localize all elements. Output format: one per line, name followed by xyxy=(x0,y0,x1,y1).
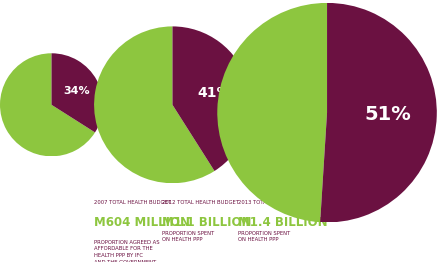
Text: PROPORTION SPENT
ON HEALTH PPP: PROPORTION SPENT ON HEALTH PPP xyxy=(238,231,291,242)
Text: PROPORTION SPENT
ON HEALTH PPP: PROPORTION SPENT ON HEALTH PPP xyxy=(163,231,215,242)
Text: M1.1 BILLION: M1.1 BILLION xyxy=(163,216,252,229)
Text: M604 MILLION: M604 MILLION xyxy=(95,216,190,229)
Text: PROPORTION AGREED AS
AFFORDABLE FOR THE
HEALTH PPP BY IFC
AND THE GOVERNMENT
OF : PROPORTION AGREED AS AFFORDABLE FOR THE … xyxy=(95,240,160,262)
Wedge shape xyxy=(0,53,95,156)
Wedge shape xyxy=(172,26,251,171)
Wedge shape xyxy=(320,3,437,222)
Text: 2012 TOTAL HEALTH BUDGET: 2012 TOTAL HEALTH BUDGET xyxy=(163,200,239,205)
Text: M1.4 BILLION: M1.4 BILLION xyxy=(238,216,328,229)
Text: 2013 TOTAL HEALTH BUDGET: 2013 TOTAL HEALTH BUDGET xyxy=(238,200,315,205)
Text: 2007 TOTAL HEALTH BUDGET: 2007 TOTAL HEALTH BUDGET xyxy=(95,200,171,205)
Wedge shape xyxy=(94,26,215,183)
Text: 34%: 34% xyxy=(63,86,90,96)
Wedge shape xyxy=(52,53,103,132)
Wedge shape xyxy=(217,3,327,222)
Text: 51%: 51% xyxy=(364,105,411,124)
Text: 41%: 41% xyxy=(197,86,231,100)
